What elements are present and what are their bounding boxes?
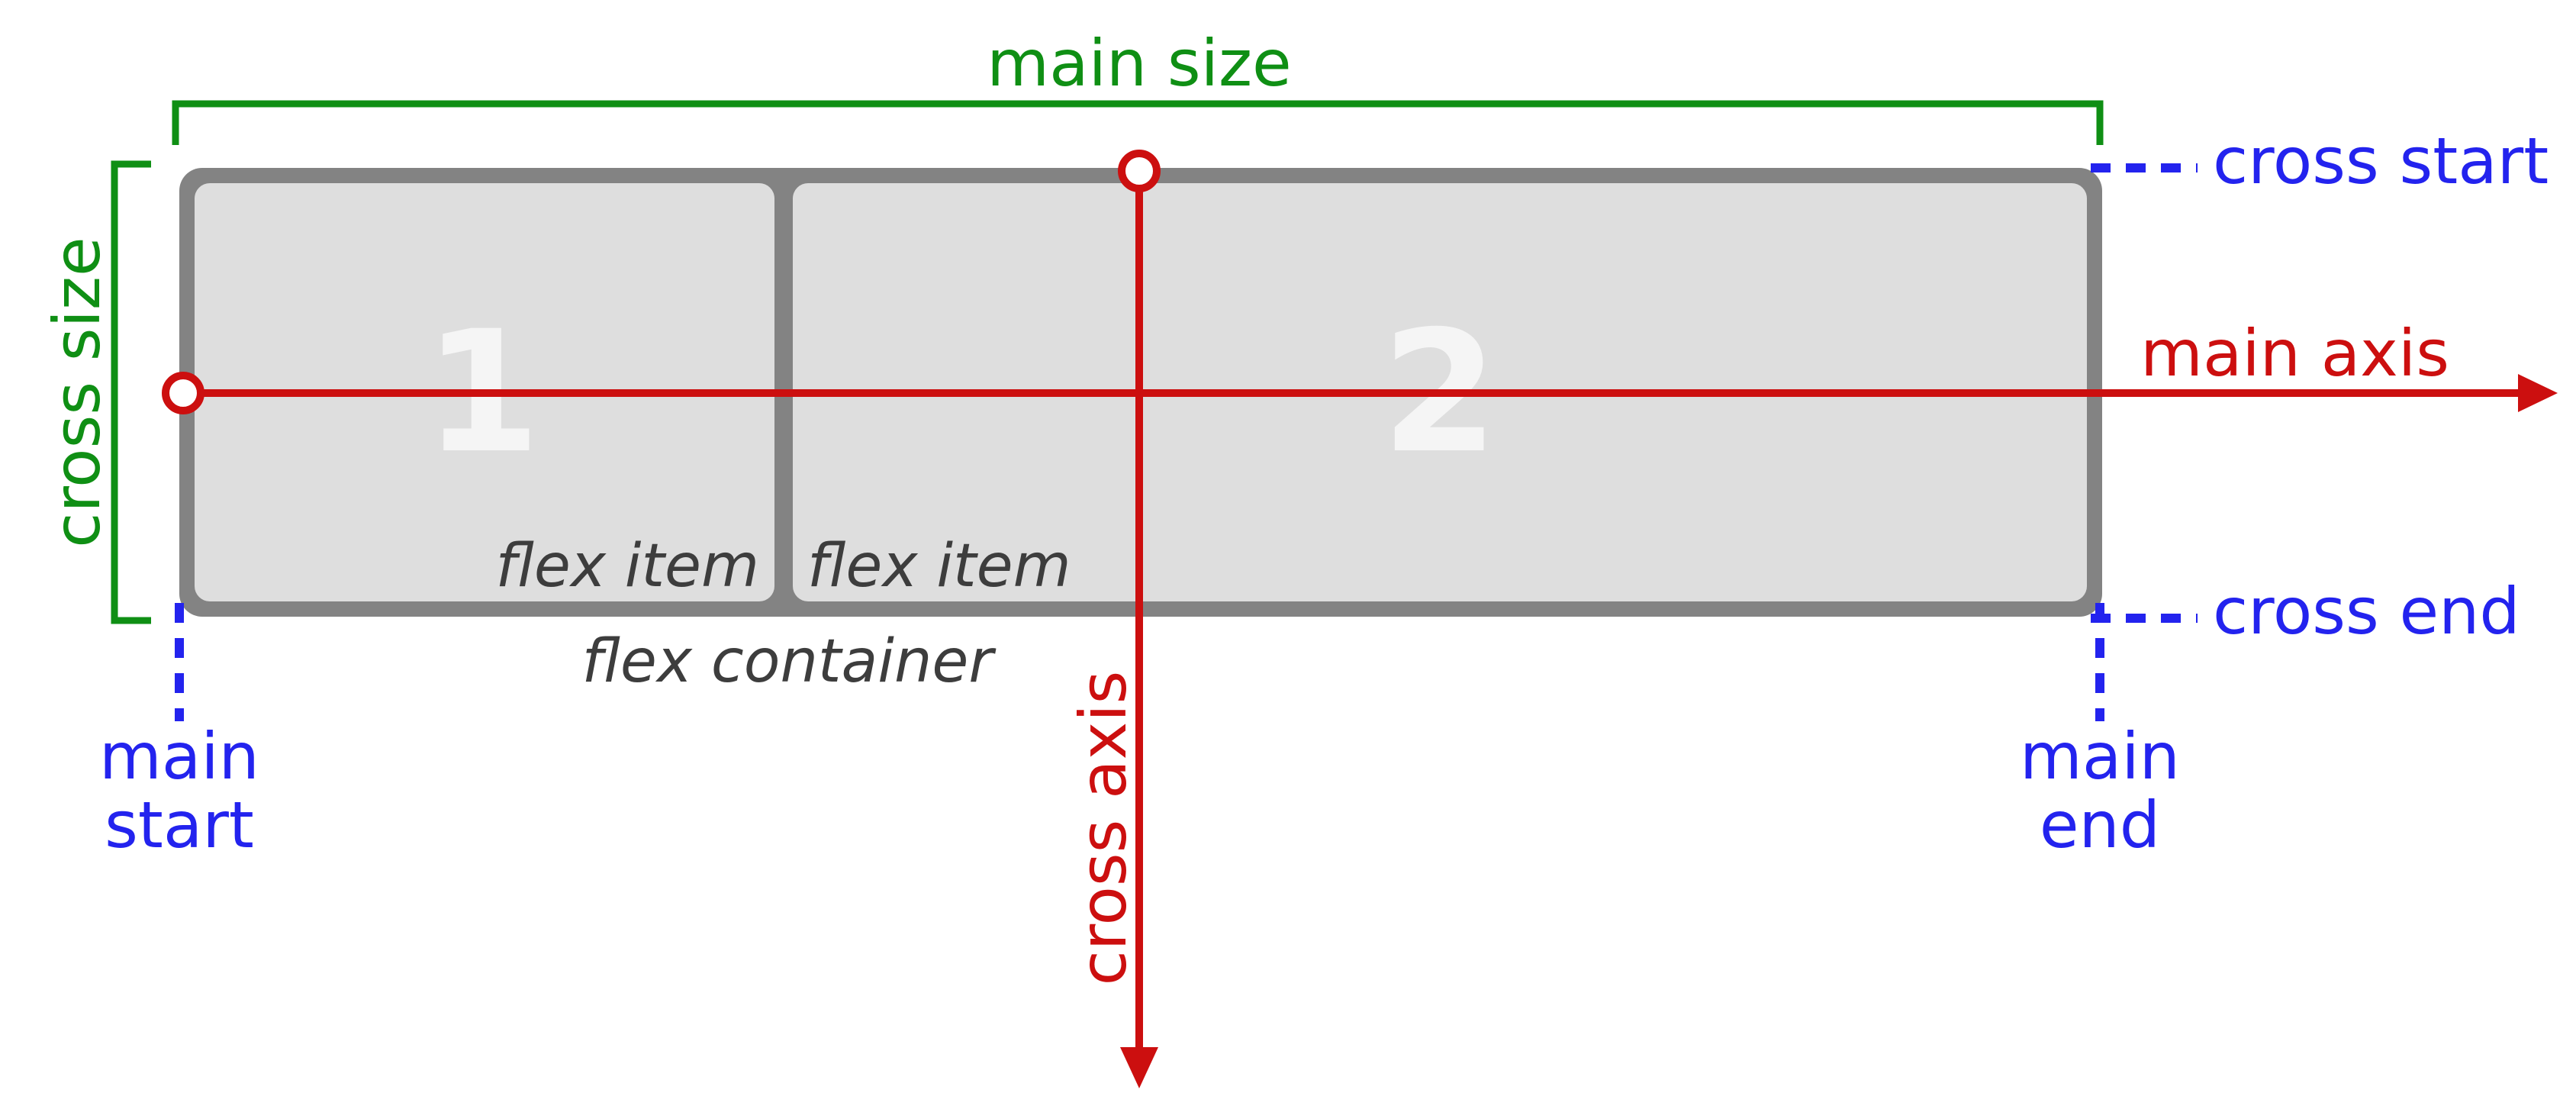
cross-size-label: cross size — [40, 237, 114, 547]
main-end-marker: main end — [2020, 603, 2180, 862]
flex-item-2-label: flex item — [807, 532, 1071, 601]
main-axis: main axis — [162, 316, 2558, 414]
main-start-label-line1: main — [99, 719, 259, 794]
main-end-label-line2: end — [2040, 788, 2160, 862]
main-axis-arrowhead — [2518, 374, 2558, 412]
cross-start-marker: cross start — [2091, 124, 2549, 198]
cross-size-bracket: cross size — [40, 160, 151, 624]
main-axis-label: main axis — [2140, 316, 2449, 391]
cross-axis-arrowhead — [1120, 1047, 1158, 1088]
main-start-marker: main start — [99, 603, 259, 862]
flex-item-1-label: flex item — [495, 532, 759, 601]
flex-container: 1 2 flex item flex item — [179, 168, 2102, 617]
cross-axis-origin — [1118, 150, 1161, 192]
cross-axis: cross axis — [1066, 150, 1161, 1088]
cross-end-marker: cross end — [2091, 574, 2520, 649]
main-axis-origin — [162, 372, 204, 414]
main-end-label-line1: main — [2020, 719, 2180, 794]
cross-end-label: cross end — [2213, 574, 2520, 649]
cross-start-label: cross start — [2213, 124, 2549, 198]
main-start-label-line2: start — [105, 788, 254, 862]
main-size-label: main size — [987, 26, 1291, 101]
flex-container-label: flex container — [582, 627, 997, 696]
main-size-bracket: main size — [172, 26, 2104, 145]
cross-axis-label: cross axis — [1066, 671, 1141, 986]
